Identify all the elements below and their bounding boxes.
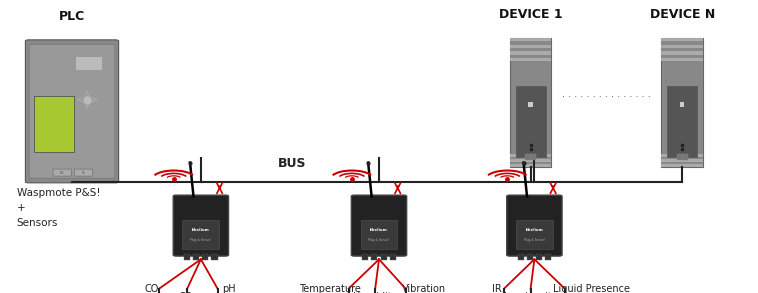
Bar — [661, 51, 703, 55]
Bar — [509, 58, 552, 61]
Bar — [661, 164, 703, 167]
Text: libelium: libelium — [370, 228, 388, 232]
Bar — [509, 55, 552, 58]
Bar — [221, 217, 226, 229]
Bar — [509, 41, 552, 45]
FancyBboxPatch shape — [173, 195, 229, 256]
Bar — [399, 217, 403, 229]
Bar — [677, 154, 688, 160]
Bar — [515, 86, 546, 157]
Bar — [371, 254, 377, 260]
FancyBboxPatch shape — [26, 40, 118, 183]
Text: DEVICE N: DEVICE N — [650, 8, 715, 21]
Bar — [661, 48, 703, 51]
Text: libelium: libelium — [192, 228, 210, 232]
Bar — [184, 254, 190, 260]
Bar — [509, 54, 552, 57]
Text: Plug & Sense!: Plug & Sense! — [190, 238, 211, 242]
Bar — [554, 217, 559, 229]
Bar — [680, 102, 684, 107]
Bar — [183, 220, 219, 249]
Bar — [509, 42, 552, 46]
Bar — [509, 164, 552, 167]
Bar — [661, 46, 703, 50]
FancyBboxPatch shape — [506, 195, 562, 256]
Text: CO: CO — [145, 284, 158, 293]
Bar — [661, 42, 703, 46]
Text: IR: IR — [492, 284, 501, 293]
Bar — [76, 57, 102, 70]
Text: BUS: BUS — [277, 157, 306, 170]
Bar — [211, 254, 218, 260]
Bar — [661, 154, 703, 157]
Bar — [661, 45, 703, 48]
Text: CO₂: CO₂ — [178, 292, 196, 293]
Bar — [661, 50, 703, 54]
Text: Waspmote P&S!
+
Sensors: Waspmote P&S! + Sensors — [17, 188, 100, 228]
Bar — [354, 217, 359, 229]
Bar — [509, 48, 552, 51]
FancyBboxPatch shape — [29, 45, 115, 178]
Bar — [509, 162, 552, 164]
Text: Liquid Presence: Liquid Presence — [553, 284, 630, 293]
Bar — [661, 58, 703, 61]
FancyBboxPatch shape — [53, 169, 71, 176]
Bar — [528, 102, 533, 107]
Bar — [509, 57, 552, 61]
Bar — [661, 41, 703, 45]
Bar — [361, 220, 397, 249]
Text: Humidity: Humidity — [353, 292, 397, 293]
Bar — [390, 254, 396, 260]
Bar — [176, 217, 181, 229]
Text: DEVICE 1: DEVICE 1 — [499, 8, 562, 21]
Bar — [509, 45, 552, 48]
Bar — [509, 157, 552, 159]
FancyBboxPatch shape — [74, 169, 92, 176]
Text: OK: OK — [82, 171, 85, 175]
Bar — [518, 254, 524, 260]
Bar — [509, 217, 514, 229]
Bar — [509, 38, 552, 42]
Bar — [509, 46, 552, 50]
Text: Temperature: Temperature — [299, 284, 361, 293]
Bar — [509, 38, 552, 167]
Text: Plug & Sense!: Plug & Sense! — [368, 238, 390, 242]
Text: libelium: libelium — [525, 228, 543, 232]
Text: Plug & Sense!: Plug & Sense! — [524, 238, 545, 242]
Bar — [661, 38, 703, 41]
Bar — [34, 96, 74, 152]
Bar — [661, 159, 703, 162]
Text: Vibration: Vibration — [402, 284, 446, 293]
Bar — [509, 50, 552, 54]
Bar — [509, 51, 552, 55]
Bar — [661, 54, 703, 57]
Bar — [516, 220, 553, 249]
Bar — [525, 154, 536, 160]
Bar — [509, 154, 552, 157]
Bar — [661, 55, 703, 58]
Bar — [536, 254, 542, 260]
Bar — [661, 57, 703, 61]
Bar — [661, 157, 703, 159]
Bar — [527, 254, 533, 260]
Text: ESC: ESC — [60, 171, 64, 175]
Bar — [193, 254, 199, 260]
Text: PLC: PLC — [59, 11, 85, 23]
Bar — [381, 254, 387, 260]
Bar — [661, 162, 703, 164]
Text: Luminosity: Luminosity — [504, 292, 557, 293]
FancyBboxPatch shape — [352, 195, 406, 256]
Text: · · · · · · · · · · · · · · ·: · · · · · · · · · · · · · · · — [562, 92, 651, 102]
Bar — [661, 38, 703, 167]
Bar — [545, 254, 551, 260]
Bar — [661, 38, 703, 42]
Bar — [509, 38, 552, 41]
Bar — [667, 86, 697, 157]
Bar — [509, 159, 552, 162]
Bar — [362, 254, 368, 260]
Text: pH: pH — [222, 284, 236, 293]
Bar — [202, 254, 208, 260]
